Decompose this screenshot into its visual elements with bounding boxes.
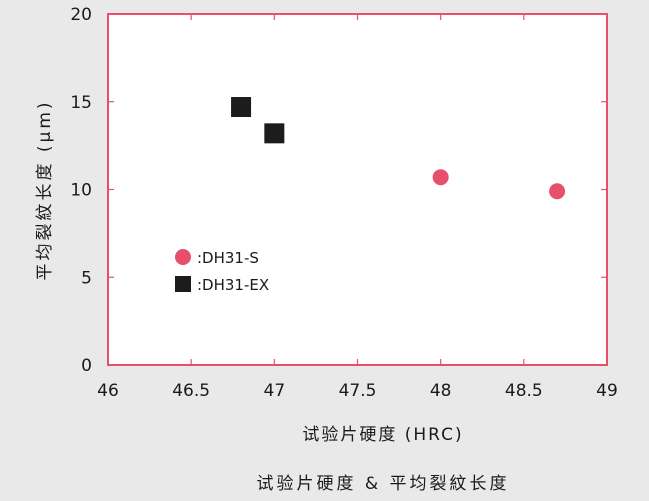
- x-tick-label: 48.5: [505, 381, 543, 401]
- x-tick-label: 47: [264, 381, 286, 401]
- plot-frame: [107, 13, 608, 366]
- chart-title: 试验片硬度 & 平均裂紋长度: [256, 474, 509, 494]
- y-tick-label: 0: [81, 356, 92, 376]
- x-tick-label: 47.5: [339, 381, 377, 401]
- data-point-dh31-ex: [231, 97, 252, 118]
- x-axis-label: 试验片硬度 (HRC): [302, 425, 463, 445]
- plot-area: [108, 14, 607, 365]
- y-tick-label: 10: [70, 181, 92, 201]
- x-tick-label: 46: [97, 381, 119, 401]
- data-point-dh31-s: [432, 169, 449, 186]
- y-tick-label: 15: [70, 93, 92, 113]
- x-tick-labels: 46 46.5 47 47.5 48 48.5 49: [97, 381, 618, 401]
- y-tick-label: 20: [70, 5, 92, 25]
- legend: :DH31-S :DH31-EX: [175, 249, 269, 294]
- data-point-dh31-s: [549, 183, 566, 200]
- y-tick-labels: 0 5 10 15 20: [70, 5, 92, 376]
- y-axis-label: 平均裂紋长度 (μm): [35, 99, 55, 280]
- x-tick-label: 48: [430, 381, 452, 401]
- legend-marker-square: [175, 276, 191, 292]
- x-tick-label: 49: [596, 381, 618, 401]
- y-tick-label: 5: [81, 268, 92, 288]
- legend-label: :DH31-EX: [197, 276, 269, 294]
- data-points: [231, 97, 566, 200]
- legend-marker-circle: [175, 249, 191, 265]
- x-tick-label: 46.5: [172, 381, 210, 401]
- data-point-dh31-ex: [264, 123, 285, 144]
- legend-label: :DH31-S: [197, 249, 259, 267]
